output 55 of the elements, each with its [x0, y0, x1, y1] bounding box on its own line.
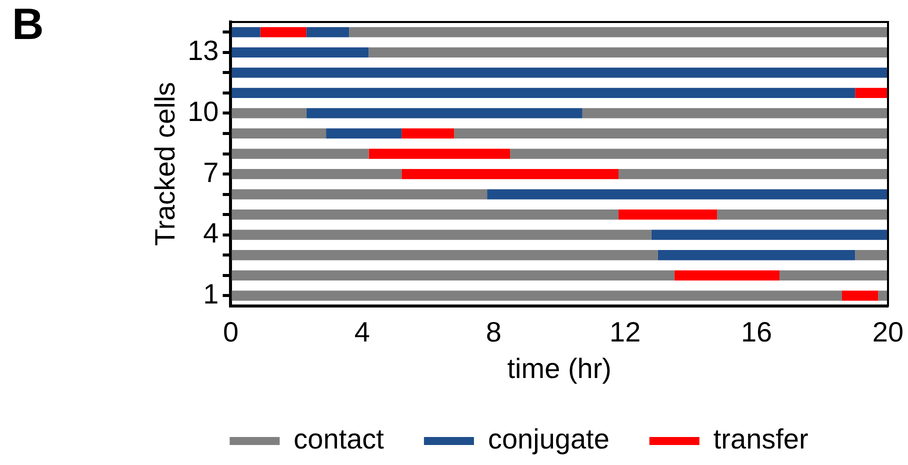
bar: [230, 108, 306, 118]
bar: [230, 189, 488, 200]
bar: [658, 250, 856, 260]
bar: [230, 230, 652, 240]
bar: [717, 210, 888, 220]
bar: [230, 250, 658, 260]
x-tick-label: 4: [354, 316, 370, 348]
legend-label: conjugate: [488, 424, 610, 455]
x-tick-label: 16: [740, 316, 772, 348]
chart-title: B: [12, 0, 44, 50]
x-axis-title: time (hr): [507, 352, 612, 384]
y-tick-label: 7: [203, 156, 219, 188]
y-tick-label: 10: [188, 96, 219, 127]
bar: [368, 47, 888, 58]
y-axis-title: Tracked cells: [150, 82, 181, 246]
bar: [780, 270, 888, 280]
x-tick-label: 20: [872, 316, 904, 348]
bar: [230, 290, 842, 301]
bar: [582, 108, 888, 118]
bar: [402, 168, 619, 180]
bar: [230, 210, 619, 220]
bar: [402, 128, 454, 139]
bar: [230, 88, 856, 98]
x-tick-label: 0: [222, 316, 239, 348]
bar: [878, 290, 888, 301]
bar: [510, 148, 888, 159]
bar: [651, 230, 888, 240]
bar: [855, 250, 888, 260]
legend-label: transfer: [713, 424, 808, 455]
bar: [349, 27, 888, 38]
bar: [674, 270, 780, 280]
bar: [230, 47, 369, 58]
bar: [855, 88, 888, 98]
bar: [230, 68, 888, 78]
bar: [326, 128, 402, 139]
y-tick-label: 13: [188, 35, 219, 66]
bar: [454, 128, 888, 139]
bar: [306, 108, 582, 118]
y-tick-label: 4: [203, 218, 219, 249]
bar: [230, 148, 369, 159]
bar: [618, 210, 718, 220]
bar: [306, 27, 350, 38]
bar: [487, 189, 888, 200]
x-tick-label: 12: [610, 316, 641, 348]
bar: [230, 168, 402, 180]
legend-label: contact: [294, 424, 384, 455]
bar: [618, 168, 888, 180]
bar: [842, 290, 878, 301]
y-tick-label: 1: [203, 278, 219, 310]
bar: [230, 270, 674, 280]
bar: [368, 148, 510, 159]
bar: [260, 27, 306, 38]
bar: [230, 128, 326, 139]
x-tick-label: 8: [486, 316, 502, 348]
bar: [230, 27, 260, 38]
